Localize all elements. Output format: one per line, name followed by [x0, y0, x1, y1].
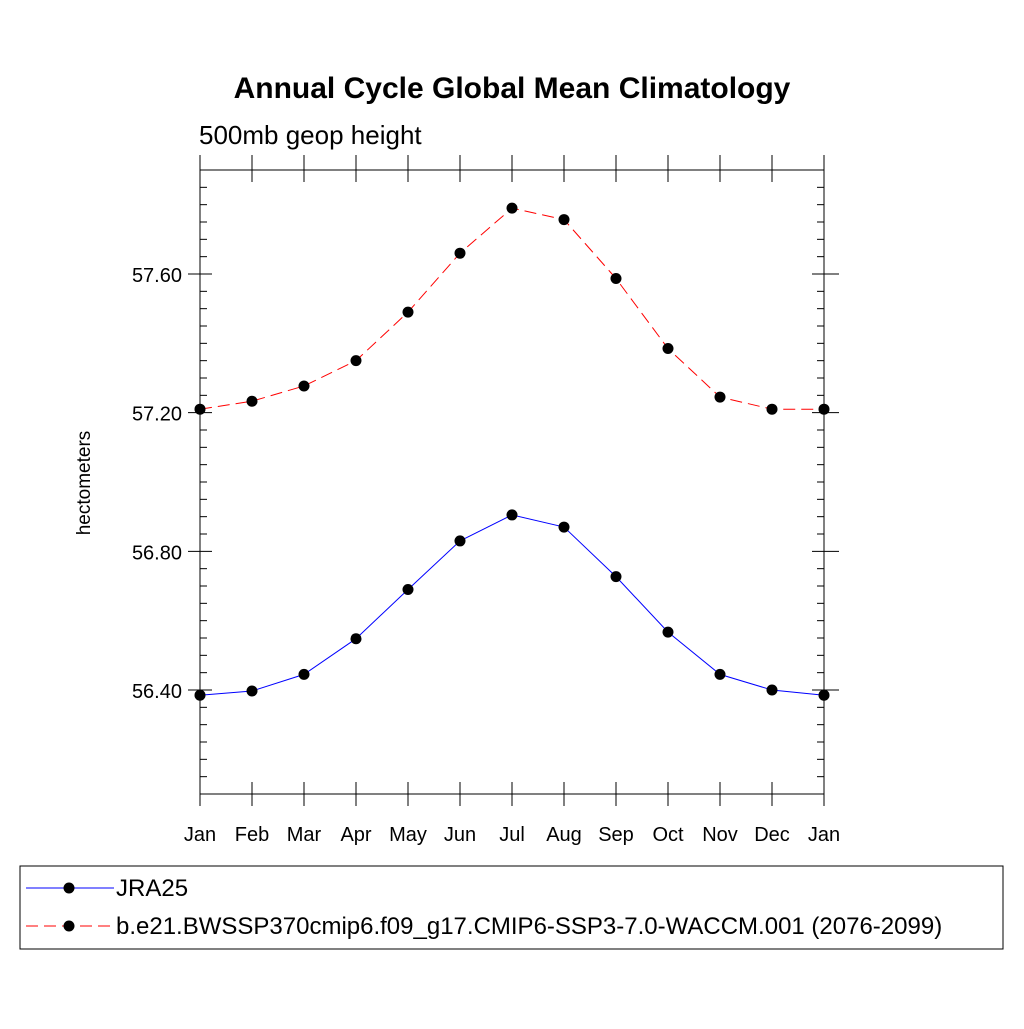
data-point	[818, 689, 830, 701]
data-point	[662, 626, 674, 638]
data-point	[506, 509, 518, 521]
data-point	[298, 380, 310, 392]
legend-label: b.e21.BWSSP370cmip6.f09_g17.CMIP6-SSP3-7…	[116, 913, 942, 940]
x-tick-label: Mar	[287, 824, 322, 846]
x-tick-label: Nov	[702, 824, 738, 846]
data-point	[558, 214, 570, 226]
data-point	[194, 689, 206, 701]
data-point	[246, 685, 258, 697]
x-tick-label: Dec	[754, 824, 790, 846]
x-tick-label: Aug	[546, 824, 582, 846]
data-point	[298, 668, 310, 680]
data-point	[194, 403, 206, 415]
legend-box	[19, 865, 1004, 950]
x-tick-label: Feb	[235, 824, 269, 846]
data-point	[350, 355, 362, 367]
y-tick-label: 57.20	[132, 404, 182, 426]
series-group	[194, 202, 830, 701]
data-point	[454, 247, 466, 259]
data-point	[402, 306, 414, 318]
legend-marker	[63, 920, 75, 932]
data-point	[714, 668, 726, 680]
chart-subtitle: 500mb geop height	[199, 120, 422, 150]
x-tick-label: Jul	[499, 824, 525, 846]
legend: JRA25 b.e21.BWSSP370cmip6.f09_g17.CMIP6-S…	[19, 865, 1004, 950]
data-point	[610, 273, 622, 285]
data-point	[506, 202, 518, 214]
legend-marker	[63, 882, 75, 894]
legend-label: JRA25	[116, 875, 188, 902]
data-point	[558, 521, 570, 533]
series-line	[199, 514, 825, 696]
x-tick-label: May	[389, 824, 427, 846]
data-point	[662, 343, 674, 355]
data-point	[402, 583, 414, 595]
data-point	[818, 403, 830, 415]
axis-ticks: Jan Feb Mar Apr May Jun Jul Aug Sep Oct Nov Dec Jan 5…	[132, 155, 840, 846]
data-point	[246, 395, 258, 407]
plot-frame	[199, 169, 825, 795]
data-point	[766, 684, 778, 696]
y-tick-label: 56.40	[132, 681, 182, 703]
series-line	[199, 207, 824, 410]
x-tick-label: Jan	[808, 824, 840, 846]
x-tick-label: Jun	[444, 824, 476, 846]
data-point	[454, 535, 466, 547]
data-point	[610, 571, 622, 583]
y-tick-label: 57.60	[132, 265, 182, 287]
data-point	[766, 403, 778, 415]
chart-title: Annual Cycle Global Mean Climatology	[234, 72, 791, 105]
x-tick-label: Jan	[184, 824, 216, 846]
data-point	[350, 633, 362, 645]
y-tick-label: 56.80	[132, 542, 182, 564]
data-point	[714, 391, 726, 403]
x-tick-label: Apr	[340, 824, 371, 846]
x-tick-label: Sep	[598, 824, 634, 846]
x-tick-label: Oct	[652, 824, 684, 846]
y-axis-label: hectometers	[74, 431, 95, 536]
